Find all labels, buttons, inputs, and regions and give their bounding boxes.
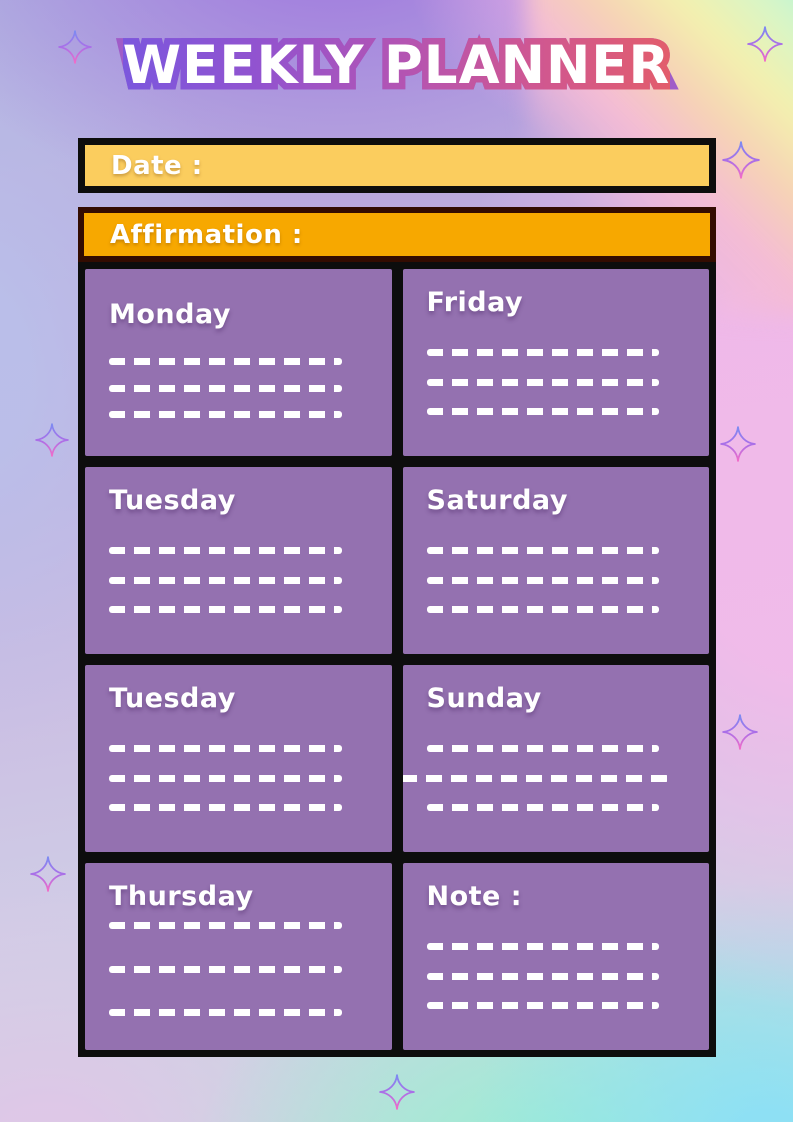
- dashed-line: [109, 576, 342, 584]
- planner-grid: Monday Friday Tuesday Satu: [78, 262, 716, 1057]
- date-label: Date :: [111, 150, 203, 181]
- affirmation-label: Affirmation :: [110, 219, 303, 250]
- sparkle-icon: [30, 856, 66, 892]
- writing-lines[interactable]: [426, 516, 686, 636]
- date-value-area[interactable]: [203, 145, 709, 186]
- dashed-line: [426, 378, 660, 386]
- dashed-line: [109, 357, 342, 365]
- day-label: Sunday: [426, 683, 542, 714]
- page-title-text: WEEKLY PLANNER: [122, 35, 671, 96]
- dashed-line: [426, 972, 660, 980]
- writing-lines[interactable]: [109, 516, 368, 636]
- dashed-line: [426, 942, 660, 950]
- writing-lines[interactable]: [109, 330, 368, 438]
- dashed-line: [109, 804, 342, 812]
- dashed-line: [109, 965, 342, 973]
- writing-lines[interactable]: [426, 318, 686, 438]
- day-cell-sunday: Sunday: [402, 665, 709, 852]
- day-label: Friday: [426, 287, 524, 318]
- dashed-line: [426, 804, 660, 812]
- sparkle-icon: [720, 426, 756, 462]
- sparkle-icon: [722, 714, 758, 750]
- day-cell-friday: Friday: [402, 269, 709, 456]
- dashed-line: [426, 408, 660, 416]
- sparkle-icon: [35, 423, 69, 457]
- dashed-line: [426, 1002, 660, 1010]
- day-label: Tuesday: [109, 683, 236, 714]
- dashed-line: [109, 411, 342, 419]
- note-label: Note :: [426, 881, 523, 912]
- dashed-line: [109, 606, 342, 614]
- day-label: Thursday: [109, 881, 254, 912]
- day-label: Saturday: [426, 485, 568, 516]
- day-cell-wednesday-labeled-tuesday: Tuesday: [85, 665, 392, 852]
- page-title-gradient-outline: WEEKLY PLANNER: [116, 29, 676, 103]
- dashed-line: [109, 744, 342, 752]
- sparkle-icon: [379, 1074, 415, 1110]
- dashed-line: [109, 922, 342, 929]
- dashed-line: [426, 576, 660, 584]
- writing-lines[interactable]: [402, 714, 686, 834]
- dashed-line: [109, 1009, 342, 1016]
- dashed-line: [426, 744, 660, 752]
- day-cell-monday: Monday: [85, 269, 392, 456]
- note-cell: Note :: [402, 863, 709, 1050]
- writing-lines[interactable]: [109, 912, 368, 1032]
- dashed-line: [426, 606, 660, 614]
- day-cell-saturday: Saturday: [402, 467, 709, 654]
- sparkle-icon: [722, 141, 760, 179]
- day-label: Monday: [109, 299, 231, 330]
- page-title-outline: WEEKLY PLANNER: [116, 29, 676, 103]
- date-bar: Date :: [78, 138, 716, 193]
- affirmation-value-area[interactable]: [303, 213, 710, 256]
- page-title: WEEKLY PLANNER WEEKLY PLANNER WEEKLY PLA…: [0, 29, 793, 103]
- dashed-line: [402, 774, 670, 782]
- dashed-line: [426, 348, 660, 356]
- writing-lines[interactable]: [109, 714, 368, 834]
- day-label: Tuesday: [109, 485, 236, 516]
- writing-lines[interactable]: [426, 912, 686, 1032]
- day-cell-tuesday: Tuesday: [85, 467, 392, 654]
- dashed-line: [109, 546, 342, 554]
- affirmation-bar: Affirmation :: [78, 207, 716, 262]
- day-cell-thursday: Thursday: [85, 863, 392, 1050]
- dashed-line: [109, 384, 342, 392]
- dashed-line: [426, 546, 660, 554]
- dashed-line: [109, 774, 342, 782]
